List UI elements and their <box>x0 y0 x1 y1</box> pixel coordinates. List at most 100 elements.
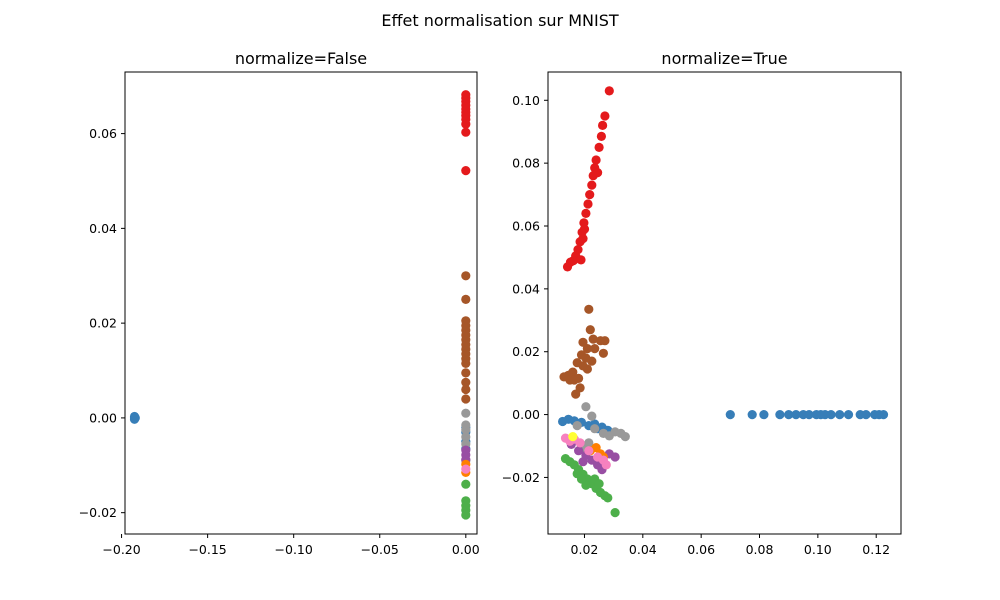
data-point-red <box>598 120 608 130</box>
data-point-purple <box>574 446 584 456</box>
data-point-red <box>562 262 573 272</box>
data-point-purple <box>610 452 620 462</box>
data-point-brown <box>574 373 584 383</box>
data-point-green <box>461 510 471 520</box>
data-point-brown <box>587 356 597 366</box>
data-point-brown <box>461 294 471 304</box>
x-tick-label: 0.10 <box>804 542 832 557</box>
data-point-red <box>604 86 614 96</box>
scatter-points <box>129 90 471 520</box>
data-point-blue <box>130 413 140 423</box>
y-tick-label: −0.02 <box>79 505 117 520</box>
data-point-gray <box>620 432 630 442</box>
data-point-brown <box>585 325 595 335</box>
subplot-title: normalize=True <box>661 49 787 68</box>
data-point-gray <box>581 402 591 412</box>
y-tick-label: 0.04 <box>89 221 117 236</box>
data-point-gray <box>590 424 600 434</box>
data-point-blue <box>835 410 845 420</box>
data-point-gray <box>461 408 471 418</box>
data-point-brown <box>461 384 471 395</box>
data-point-brown <box>461 377 471 387</box>
x-tick-label: 0.06 <box>687 542 715 557</box>
x-tick-label: −0.05 <box>361 542 399 557</box>
y-tick-label: 0.06 <box>512 219 540 234</box>
data-point-brown <box>461 271 471 281</box>
x-tick-label: 0.08 <box>746 542 774 557</box>
data-point-pink <box>575 438 585 448</box>
y-tick-label: 0.00 <box>512 407 540 422</box>
data-point-green <box>603 493 613 503</box>
x-tick-label: −0.20 <box>102 542 140 557</box>
data-point-brown <box>584 304 594 314</box>
data-point-red <box>594 142 604 152</box>
data-point-red <box>585 190 595 200</box>
figure-title: Effet normalisation sur MNIST <box>381 11 619 30</box>
data-point-red <box>600 111 610 121</box>
data-point-red <box>591 155 601 165</box>
x-tick-label: 0.00 <box>452 542 480 557</box>
data-point-pink <box>601 460 611 470</box>
subplot-normalize-false: normalize=False −0.20 −0.15 −0.10 −0.05 0.00 −… <box>79 49 480 557</box>
data-point-brown <box>461 358 471 368</box>
data-point-blue <box>759 410 769 420</box>
data-point-blue <box>843 410 854 420</box>
data-point-red <box>461 119 471 129</box>
data-point-red <box>578 234 588 244</box>
x-tick-label: 0.04 <box>629 542 657 557</box>
data-point-red <box>579 224 590 234</box>
data-point-brown <box>588 334 598 344</box>
y-tick-label: 0.08 <box>512 156 540 171</box>
data-point-blue <box>784 410 794 420</box>
data-point-yellow <box>568 432 578 442</box>
y-tick-label: 0.04 <box>512 281 540 296</box>
y-tick-label: 0.00 <box>89 410 117 425</box>
axes-frame <box>124 71 478 535</box>
data-point-red <box>593 168 603 178</box>
data-point-gray <box>572 421 582 431</box>
data-point-red <box>583 199 593 209</box>
data-point-blue <box>826 410 836 420</box>
data-point-blue <box>725 410 735 420</box>
data-point-blue <box>791 410 801 420</box>
data-point-brown <box>461 394 471 404</box>
x-tick-label: 0.12 <box>862 542 890 557</box>
x-tick-label: 0.02 <box>571 542 599 557</box>
data-point-red <box>461 127 471 137</box>
data-point-red <box>587 180 597 190</box>
data-point-gray <box>587 411 597 421</box>
data-point-pink <box>584 446 594 456</box>
data-point-gray <box>461 432 471 442</box>
data-point-blue <box>861 410 871 420</box>
y-tick-label: 0.10 <box>512 93 540 108</box>
data-point-green <box>461 479 471 489</box>
data-point-brown <box>598 348 609 358</box>
data-point-blue <box>775 410 785 420</box>
data-point-brown <box>582 364 593 374</box>
data-point-blue <box>747 410 757 420</box>
data-point-brown <box>600 336 610 346</box>
data-point-brown <box>582 344 593 354</box>
data-point-red <box>461 166 471 176</box>
x-tick-label: −0.15 <box>188 542 226 557</box>
data-point-purple <box>578 457 588 467</box>
subplot-title: normalize=False <box>235 49 367 68</box>
data-point-brown <box>461 368 471 378</box>
scatter-points <box>558 86 889 518</box>
data-point-blue <box>878 410 889 420</box>
axes-frame <box>547 71 902 535</box>
data-point-green <box>594 479 604 489</box>
data-point-red <box>596 131 607 141</box>
y-tick-label: −0.02 <box>502 470 540 485</box>
y-tick-label: 0.02 <box>89 316 117 331</box>
data-point-red <box>576 255 586 265</box>
data-point-pink <box>461 464 471 474</box>
data-point-brown <box>571 389 581 399</box>
data-point-gray <box>461 425 471 435</box>
data-point-red <box>581 208 591 218</box>
y-tick-label: 0.06 <box>89 126 117 141</box>
data-point-blue <box>804 410 814 420</box>
x-tick-label: −0.10 <box>275 542 313 557</box>
data-point-green <box>610 507 620 518</box>
